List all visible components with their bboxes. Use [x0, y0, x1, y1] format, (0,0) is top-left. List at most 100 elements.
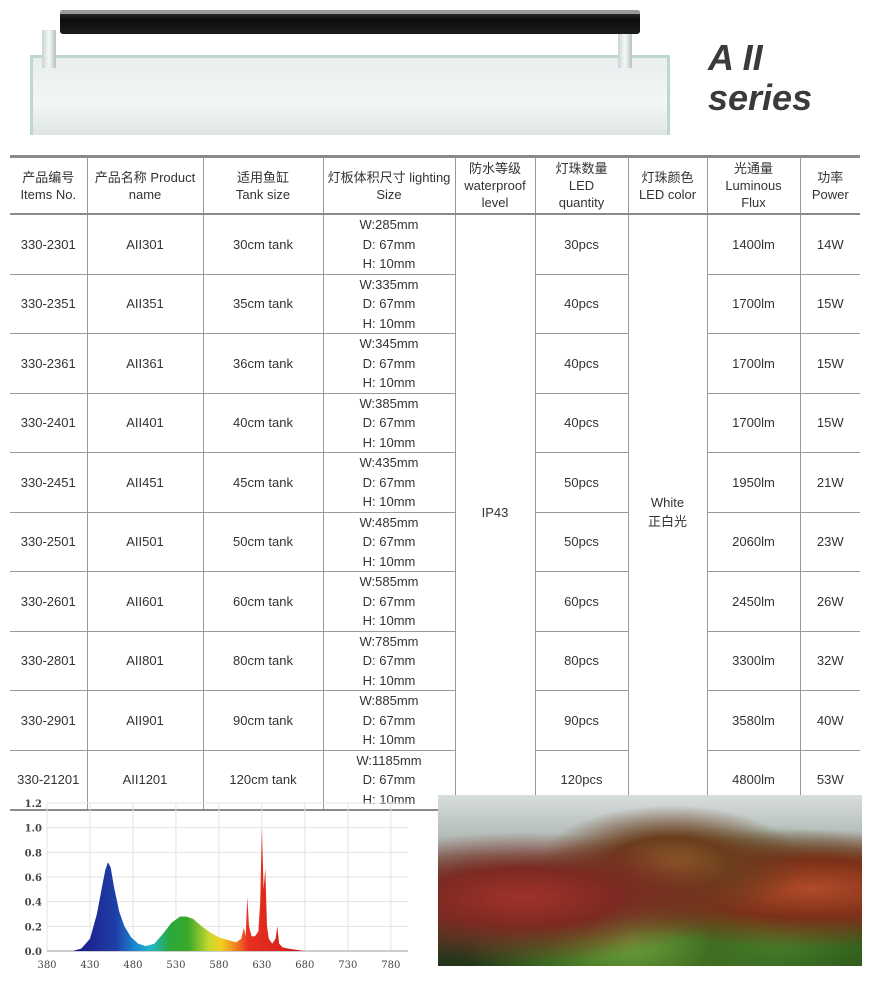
power-cell: 21W [799, 452, 860, 513]
spectrum-area [72, 827, 314, 951]
item-no-cell: 330-2501 [10, 511, 88, 572]
size-line: W:585mm [359, 574, 419, 589]
table-row: 330-2401 AII401 40cm tank W:385mm D: 67mm H: … [10, 392, 860, 453]
power-cell: 26W [799, 571, 860, 632]
product-name-cell: AII401 [86, 392, 204, 453]
x-tick-label: 730 [338, 960, 357, 971]
lighting-size-cell: W:785mm D: 67mm H: 10mm [322, 630, 456, 691]
item-no-cell: 330-2351 [10, 273, 88, 334]
series-title-line1: A II [708, 37, 763, 78]
column-header-line: 产品编号 [22, 169, 75, 185]
column-header-line: LED [568, 178, 595, 193]
size-line: D: 67mm [362, 474, 416, 490]
column-header: 灯珠数量 LED quantity [534, 155, 629, 215]
table-row: 330-2351 AII351 35cm tank W:335mm D: 67mm H: … [10, 273, 860, 334]
column-header-line: Tank size [235, 186, 291, 202]
item-no-cell: 330-2901 [10, 690, 88, 751]
tank-size-cell: 35cm tank [202, 273, 324, 334]
column-header-line: quantity [558, 195, 605, 210]
power-cell: 15W [799, 392, 860, 453]
column-header: 灯珠颜色 LED color [627, 155, 708, 215]
size-line: D: 67mm [362, 415, 416, 430]
column-header-line: 光通量 [733, 161, 773, 176]
size-line: H: 10mm [362, 494, 416, 509]
tank-size-cell: 30cm tank [202, 213, 324, 275]
column-header-line: LED color [638, 186, 697, 202]
size-line: H: 10mm [362, 375, 416, 390]
product-light-photo [30, 0, 670, 135]
product-name-cell: AII301 [86, 213, 204, 275]
power-cell: 15W [799, 333, 860, 394]
luminous-flux-cell: 2060lm [706, 511, 801, 572]
led-quantity-cell: 60pcs [534, 571, 629, 632]
luminous-flux-cell: 3580lm [706, 690, 801, 751]
lighting-size-cell: W:285mm D: 67mm H: 10mm [322, 213, 456, 275]
table-row: 330-2361 AII361 36cm tank W:345mm D: 67mm H: … [10, 333, 860, 394]
column-header-line: waterproof [464, 178, 526, 193]
size-line: W:285mm [359, 217, 419, 232]
size-line: D: 67mm [362, 236, 416, 252]
lighting-size-cell: W:1185mm D: 67mm H: 10mm [322, 749, 456, 811]
size-line: D: 67mm [362, 772, 416, 787]
led-quantity-cell: 80pcs [534, 630, 629, 691]
power-cell: 40W [799, 690, 860, 751]
tank-size-cell: 80cm tank [202, 630, 324, 691]
lighting-size-cell: W:485mm D: 67mm H: 10mm [322, 511, 456, 572]
table-row: 330-2451 AII451 45cm tank W:435mm D: 67mm H: … [10, 452, 860, 513]
size-line: W:435mm [359, 455, 419, 470]
column-header-line: 功率 [817, 169, 844, 185]
size-line: D: 67mm [362, 593, 416, 609]
column-header: 灯板体积尺寸 lighting Size [322, 155, 456, 215]
size-line: H: 10mm [362, 434, 416, 450]
led-color-cell: White 正白光 [627, 213, 708, 811]
lighting-size-cell: W:335mm D: 67mm H: 10mm [322, 273, 456, 334]
item-no-cell: 330-21201 [10, 749, 88, 811]
tank-size-cell: 50cm tank [202, 511, 324, 572]
lighting-size-cell: W:885mm D: 67mm H: 10mm [322, 690, 456, 751]
luminous-flux-cell: 1950lm [706, 452, 801, 513]
luminous-flux-cell: 1700lm [706, 392, 801, 453]
product-name-cell: AII451 [86, 452, 204, 513]
y-tick-label: 1.2 [25, 799, 42, 810]
column-header-line: name [128, 186, 162, 202]
column-header-line: Luminous [725, 178, 782, 193]
table-row: 330-2501 AII501 50cm tank W:485mm D: 67mm H: … [10, 511, 860, 572]
size-line: H: 10mm [362, 256, 416, 271]
size-line: D: 67mm [362, 534, 416, 549]
led-quantity-cell: 40pcs [534, 333, 629, 394]
column-header-line: 灯珠颜色 [641, 169, 694, 185]
led-quantity-cell: 50pcs [534, 452, 629, 513]
size-line: H: 10mm [362, 553, 416, 569]
y-tick-label: 1.0 [25, 824, 42, 835]
column-header: 防水等级 waterproof level [454, 155, 536, 215]
table-row: 330-2801 AII801 80cm tank W:785mm D: 67mm H: … [10, 630, 860, 691]
size-line: W:335mm [359, 276, 419, 292]
table-row: 330-21201 AII1201 120cm tank W:1185mm D: 67m… [10, 749, 860, 811]
luminous-flux-cell: 2450lm [706, 571, 801, 632]
x-tick-label: 680 [295, 960, 314, 971]
spectrum-chart: 380 430 480 530 580 630 680 730 780 0.0 0.2 0.4 0.6 0… [25, 799, 408, 971]
column-header: 光通量 Luminous Flux [706, 155, 801, 215]
waterproof-level-cell: IP43 [454, 213, 536, 811]
power-cell: 23W [799, 511, 860, 572]
size-line: W:1185mm [356, 752, 422, 768]
y-tick-label: 0.2 [25, 922, 42, 933]
column-header-line: Items No. [20, 186, 77, 202]
mounting-bracket-right [618, 30, 632, 68]
led-color-line: 正白光 [647, 514, 687, 530]
led-quantity-cell: 90pcs [534, 690, 629, 751]
column-header-line: level [481, 195, 509, 210]
luminous-flux-cell: 1700lm [706, 333, 801, 394]
x-tick-label: 780 [381, 960, 400, 971]
x-tick-label: 530 [166, 960, 185, 971]
series-title-line2: series [708, 77, 813, 118]
x-tick-label: 580 [209, 960, 228, 971]
table-row: 330-2301 AII301 30cm tank W:285mm D: 67mm H: … [10, 213, 860, 811]
size-line: W:885mm [359, 693, 419, 708]
series-title: A II series [708, 38, 812, 118]
size-line: W:485mm [359, 514, 419, 530]
luminous-flux-cell: 1400lm [706, 213, 801, 275]
product-name-cell: AII1201 [86, 749, 204, 811]
column-header: 产品编号 Items No. [10, 155, 88, 215]
product-name-cell: AII801 [86, 630, 204, 691]
